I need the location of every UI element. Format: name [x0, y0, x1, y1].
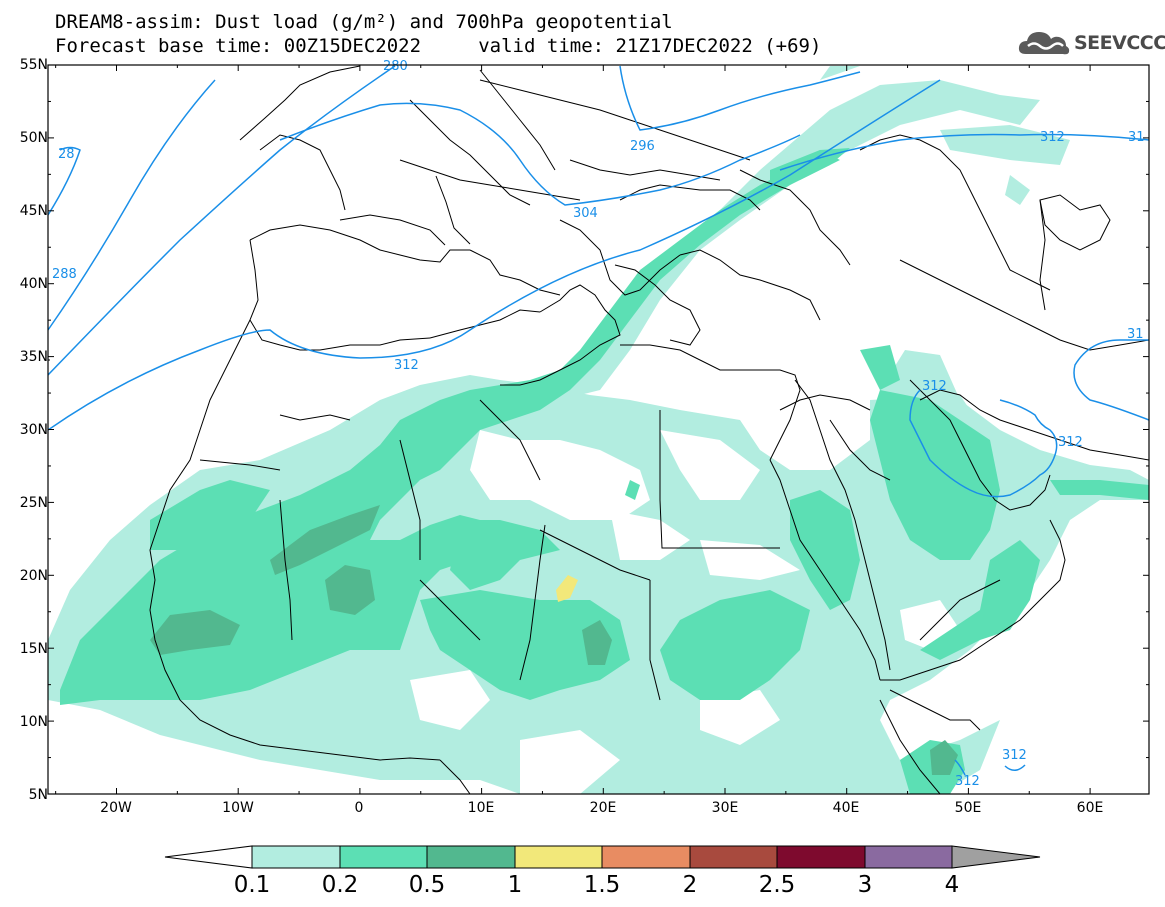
lon-label: 30E: [711, 800, 739, 816]
colorbar-swatch: [339, 845, 428, 869]
cloud-icon: [1018, 32, 1070, 55]
lat-label: 20N: [19, 568, 48, 584]
colorbar-swatch: [689, 845, 778, 869]
contour-label: 31: [1127, 327, 1144, 342]
dust-field: [48, 66, 1149, 794]
dust-gaps: [210, 430, 960, 794]
contour-label: 296: [630, 139, 655, 154]
forecast-time-line: Forecast base time: 00Z15DEC2022 valid t…: [55, 35, 822, 57]
colorbar-label: 4: [944, 872, 960, 898]
lon-label: 50E: [954, 800, 982, 816]
colorbar-label: 2: [682, 872, 698, 898]
contour-label: 304: [573, 206, 598, 221]
colorbar-swatch: [251, 845, 341, 869]
lon-label: 10E: [467, 800, 495, 816]
lat-label: 35N: [19, 349, 48, 365]
contour-label: 280: [383, 59, 408, 74]
lat-label: 45N: [19, 203, 48, 219]
colorbar-swatch: [601, 845, 691, 869]
colorbar-label: 2.5: [758, 872, 796, 898]
dust-level-0.5: [150, 505, 958, 775]
colorbar-swatch: [864, 845, 953, 869]
contour-label: 312: [922, 379, 947, 394]
contour-label: 312: [955, 774, 980, 789]
lat-label: 25N: [19, 495, 48, 511]
contour-label: 312: [1040, 130, 1065, 145]
contour-label: 312: [1002, 748, 1027, 763]
lon-label: 60E: [1076, 800, 1104, 816]
lat-label: 40N: [19, 276, 48, 292]
lat-label: 50N: [19, 130, 48, 146]
logo-text: SEEVCCC: [1074, 32, 1165, 54]
colorbar-label: 0.5: [408, 872, 446, 898]
lat-label: 15N: [19, 641, 48, 657]
colorbar-label: 3: [857, 872, 873, 898]
contour-label: 31: [1128, 130, 1145, 145]
colorbar-swatch: [776, 845, 866, 869]
lat-label: 5N: [28, 787, 48, 803]
contour-label: 312: [1058, 435, 1083, 450]
axis-ticks: [48, 64, 1149, 795]
lon-label: 0: [354, 800, 364, 816]
map-title: DREAM8-assim: Dust load (g/m²) and 700hP…: [55, 11, 673, 33]
colorbar-label: 0.1: [233, 872, 271, 898]
seevccc-logo: SEEVCCC: [1016, 26, 1165, 60]
lon-label: 10W: [222, 800, 254, 816]
contour-label: 312: [394, 358, 419, 373]
dust-level-0.1: [48, 66, 1149, 794]
dust-level-1: [556, 575, 578, 602]
lat-label: 30N: [19, 422, 48, 438]
colorbar-label: 0.2: [321, 872, 359, 898]
lon-label: 20E: [589, 800, 617, 816]
contour-288: [48, 79, 216, 331]
contour-label: 288: [52, 267, 77, 282]
colorbar-swatch: [426, 845, 516, 869]
contour-label: 28: [58, 147, 75, 162]
lon-label: 20W: [100, 800, 132, 816]
colorbar-high-arrow: [951, 845, 1041, 869]
contour-labels: 28 288 280 296 304 312 312 31 31 312 312…: [52, 59, 1145, 789]
lat-label: 10N: [19, 714, 48, 730]
colorbar-label: 1: [507, 872, 523, 898]
colorbar: [164, 845, 1041, 869]
coastlines: [48, 65, 1149, 794]
dust-level-0.2: [60, 148, 1149, 794]
colorbar-label: 1.5: [583, 872, 621, 898]
colorbar-low-arrow: [164, 845, 253, 869]
lat-label: 55N: [19, 57, 48, 73]
geopotential-contours: [48, 65, 1149, 776]
lon-label: 40E: [832, 800, 860, 816]
colorbar-swatch: [514, 845, 603, 869]
